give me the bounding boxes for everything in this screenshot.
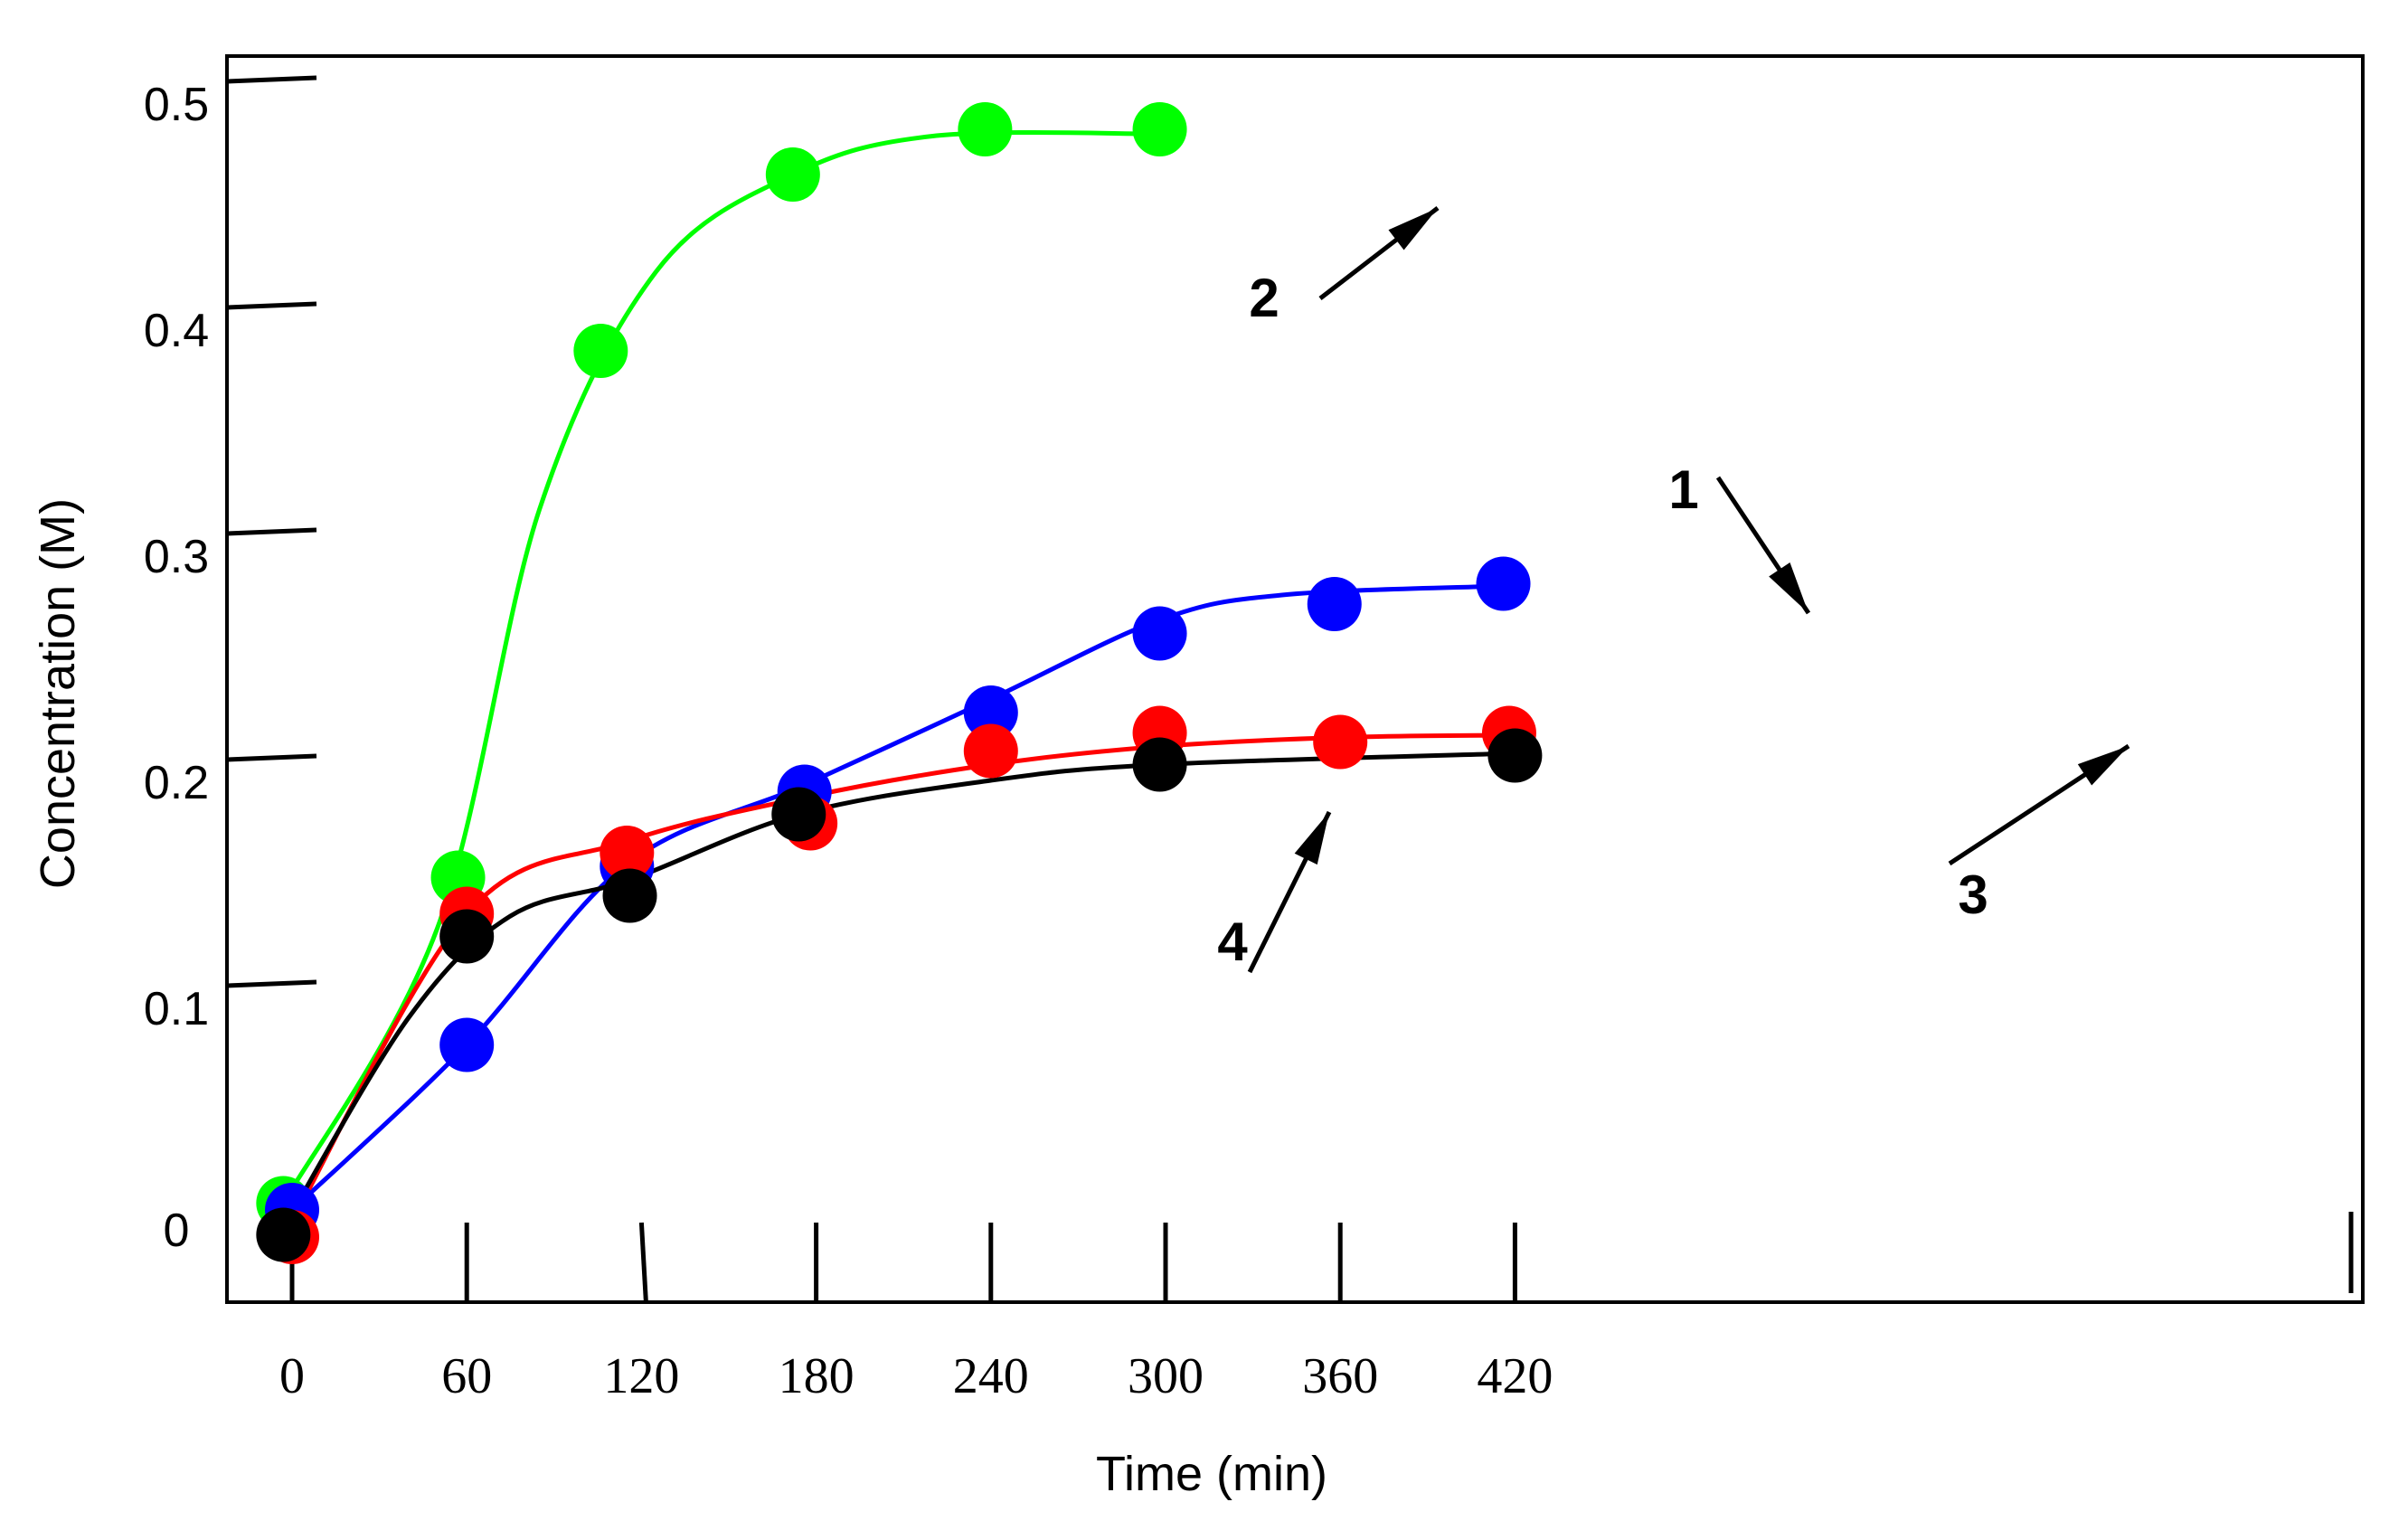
series-1-point xyxy=(1132,606,1187,661)
series-2-point xyxy=(1132,102,1187,156)
series-4-point xyxy=(1487,728,1543,783)
y-axis-ticks: 0 0.1 0.2 0.3 0.4 0.5 xyxy=(144,75,317,1257)
x-axis-ticks: 0 60 120 180 240 300 360 420 xyxy=(279,1212,2354,1404)
x-tick-label: 120 xyxy=(603,1348,679,1404)
series-3-label: 3 xyxy=(1958,864,1988,925)
x-tick-label: 240 xyxy=(953,1348,1029,1404)
y-tick-label: 0.4 xyxy=(144,305,209,357)
y-tick-mark xyxy=(226,301,317,310)
y-tick-label: 0.2 xyxy=(144,757,209,809)
series-annotations: 1 2 3 4 xyxy=(1217,206,2130,974)
y-tick-label: 0.5 xyxy=(144,79,209,131)
y-tick-mark xyxy=(226,753,317,762)
series-4-point xyxy=(771,787,826,842)
series-2-arrowhead xyxy=(1388,208,1438,250)
y-tick-label: 0 xyxy=(164,1205,190,1257)
x-tick-label: 0 xyxy=(279,1348,305,1404)
series-2-point xyxy=(573,324,628,378)
series-4-point xyxy=(256,1207,311,1262)
series-4-point xyxy=(602,868,657,923)
series-3-point xyxy=(1313,714,1368,770)
series-1-point xyxy=(1307,577,1362,631)
plot-frame xyxy=(225,54,2365,1304)
series-2-point xyxy=(765,147,820,202)
series-3-point xyxy=(600,826,655,880)
series-3-point xyxy=(963,723,1018,779)
x-axis-label: Time (min) xyxy=(1096,1447,1327,1501)
y-tick-mark xyxy=(226,979,317,988)
series-2-point xyxy=(958,102,1013,156)
y-tick-mark xyxy=(226,527,317,536)
x-tick-label: 180 xyxy=(779,1348,855,1404)
series-1-point xyxy=(439,1017,495,1072)
y-axis-label: Concentration (M) xyxy=(31,498,85,889)
x-tick-label: 300 xyxy=(1128,1348,1204,1404)
series-1-point xyxy=(963,685,1018,740)
x-tick-mark xyxy=(638,1222,648,1303)
series-1-arrowhead xyxy=(1769,562,1808,613)
x-tick-label: 420 xyxy=(1477,1348,1553,1404)
series-2-label: 2 xyxy=(1249,268,1279,328)
y-tick-mark xyxy=(226,75,317,84)
series-4-label: 4 xyxy=(1217,912,1248,972)
series-1-label: 1 xyxy=(1668,459,1698,520)
y-tick-label: 0.1 xyxy=(144,983,209,1035)
series-markers xyxy=(256,102,1543,1264)
series-4-arrowhead xyxy=(1294,812,1329,865)
series-3-line xyxy=(289,732,1510,1223)
series-2-line xyxy=(281,129,1160,1205)
series-4-point xyxy=(439,909,495,964)
series-4-point xyxy=(1132,737,1187,792)
y-tick-label: 0.3 xyxy=(144,531,209,583)
x-tick-label: 60 xyxy=(441,1348,492,1404)
series-3-arrowhead xyxy=(2077,746,2129,786)
x-tick-label: 360 xyxy=(1302,1348,1378,1404)
series-1-point xyxy=(1476,556,1531,611)
